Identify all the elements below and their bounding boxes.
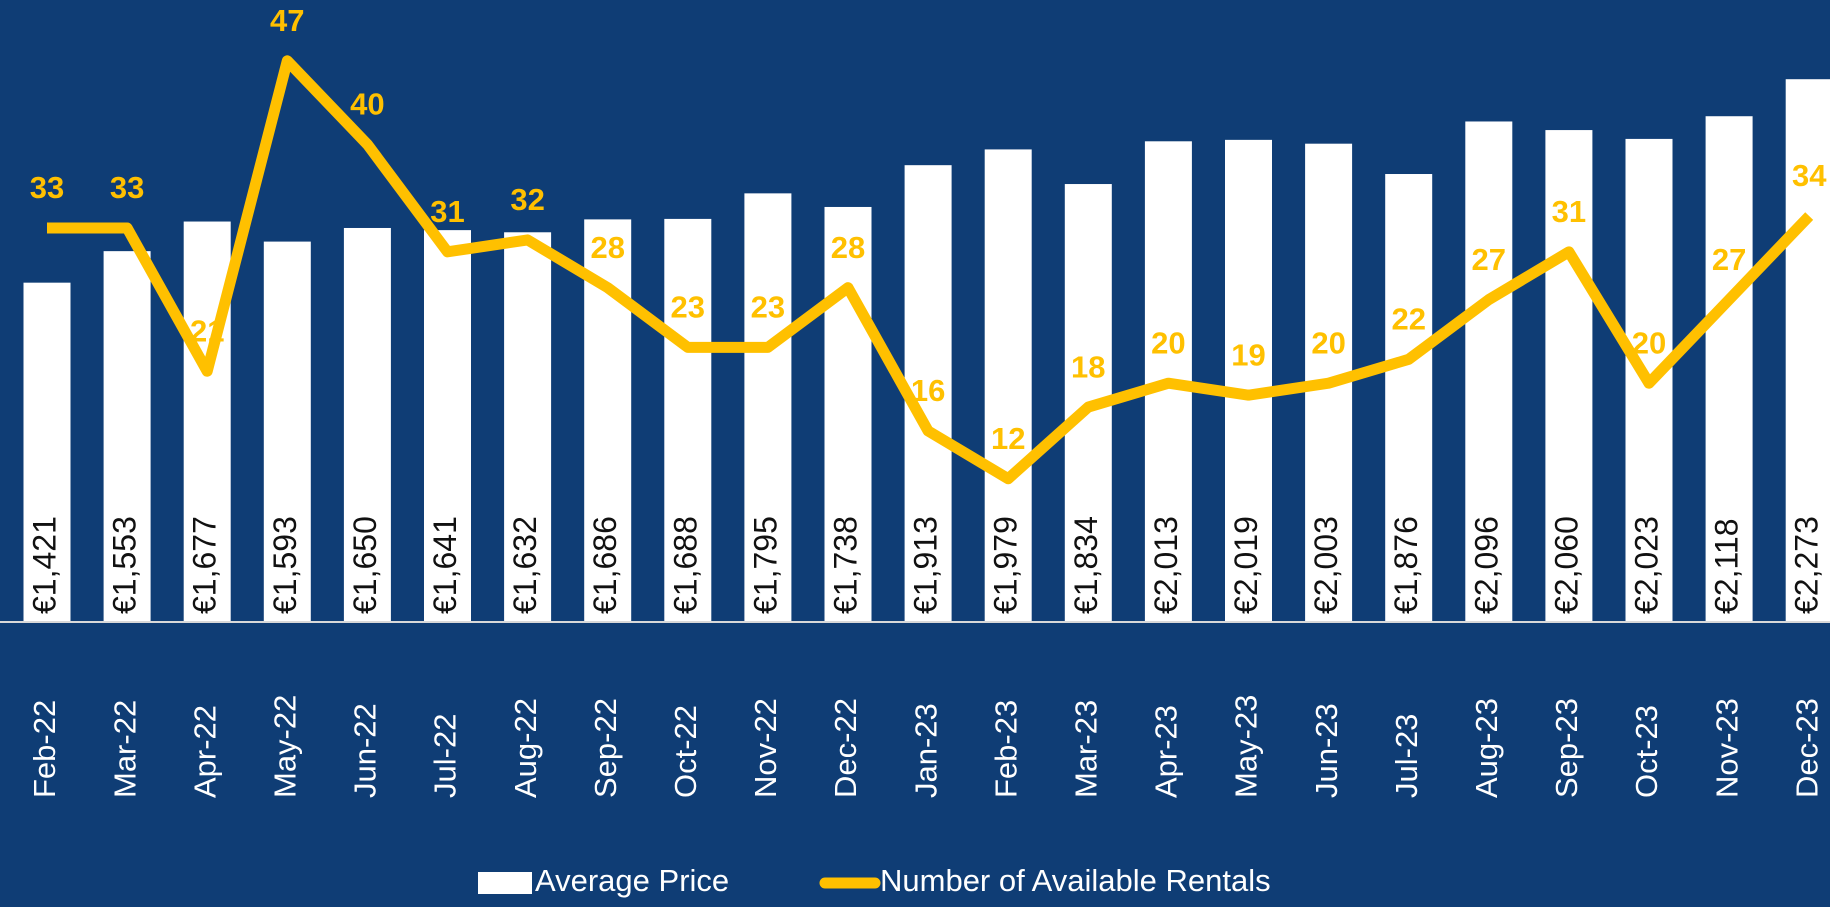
bar (1545, 130, 1593, 622)
x-tick-label: Feb-22 (27, 700, 62, 798)
x-tick-label: Jun-22 (348, 703, 383, 798)
x-tick-label: Apr-23 (1149, 705, 1184, 798)
bar-value-label: €1,834 (1068, 516, 1104, 614)
x-tick-label: Sep-23 (1549, 698, 1584, 798)
line-value-label: 21 (190, 313, 224, 348)
x-tick-label: Nov-22 (748, 698, 783, 798)
x-tick-label: Mar-23 (1068, 700, 1103, 798)
x-tick-label: Mar-22 (107, 700, 142, 798)
x-tick-label: Nov-23 (1709, 698, 1744, 798)
bar-value-label: €1,553 (107, 516, 143, 614)
bar (183, 221, 231, 622)
bar-value-label: €2,023 (1628, 516, 1664, 614)
line-value-label: 20 (1151, 325, 1185, 360)
bar (744, 193, 792, 622)
x-tick-label: Oct-22 (668, 705, 703, 798)
bar (1225, 139, 1272, 622)
line-value-label: 20 (1311, 325, 1345, 360)
bar-value-label: €1,795 (747, 516, 783, 614)
x-tick-label: Dec-22 (828, 698, 863, 798)
bar-value-label: €2,060 (1548, 516, 1584, 614)
line-value-label: 22 (1391, 302, 1425, 337)
bar (664, 218, 712, 623)
bar-value-label: €1,632 (507, 516, 543, 614)
bar-value-label: €1,641 (427, 516, 463, 614)
line-value-label: 18 (1071, 349, 1105, 384)
line-value-label: 27 (1712, 242, 1746, 277)
line-value-label: 27 (1472, 242, 1506, 277)
line-value-label: 28 (590, 230, 624, 265)
x-tick-label: Jun-23 (1309, 703, 1344, 798)
line-value-label: 19 (1231, 337, 1265, 372)
line-value-label: 40 (350, 87, 384, 122)
line-value-label: 33 (30, 170, 64, 205)
line-value-label: 12 (991, 421, 1025, 456)
line-value-label: 23 (671, 290, 705, 325)
bar (424, 230, 471, 622)
line-value-label: 16 (911, 373, 945, 408)
x-tick-label: May-22 (267, 695, 302, 798)
bar (1385, 174, 1433, 622)
rentals-line (47, 55, 1814, 485)
bar-value-label: €2,003 (1308, 516, 1344, 614)
x-tick-label: Dec-23 (1789, 698, 1824, 798)
line-value-label: 33 (110, 170, 144, 205)
bar-value-label: €1,738 (827, 516, 863, 614)
x-tick-label: Jul-22 (428, 714, 463, 798)
line-value-label: 23 (751, 290, 785, 325)
bar-value-label: €1,913 (908, 516, 944, 614)
x-tick-label: Aug-23 (1469, 698, 1504, 798)
x-tick-label: Apr-22 (187, 705, 222, 798)
bar-value-label: €1,677 (187, 516, 223, 614)
bar-value-label: €1,686 (587, 516, 623, 614)
x-tick-label: Aug-22 (508, 698, 543, 798)
legend-label: Average Price (535, 863, 729, 898)
x-tick-label: Jul-23 (1389, 714, 1424, 798)
bar (1785, 79, 1830, 623)
bar-value-label: €1,979 (988, 516, 1024, 614)
bar (824, 206, 872, 622)
legend-label: Number of Available Rentals (880, 863, 1271, 898)
x-tick-label: Jan-23 (908, 703, 943, 798)
bar (23, 282, 71, 622)
bar-value-label: €2,013 (1148, 516, 1184, 614)
bar (984, 149, 1032, 622)
bar (1705, 116, 1753, 622)
bar-value-label: €1,650 (347, 516, 383, 614)
line-value-label: 28 (831, 230, 865, 265)
bar (103, 251, 151, 622)
bar-value-label: €2,019 (1228, 516, 1264, 614)
bar (263, 241, 311, 622)
bar-value-label: €2,273 (1789, 516, 1825, 614)
x-tick-label: May-23 (1229, 695, 1264, 798)
bar-value-label: €2,118 (1709, 519, 1745, 615)
x-tick-label: Oct-23 (1629, 705, 1664, 798)
bar-value-label: €1,688 (667, 516, 703, 614)
bar-value-label: €1,421 (26, 516, 62, 614)
x-tick-label: Sep-22 (588, 698, 623, 798)
line-value-label: 32 (510, 182, 544, 217)
bar-value-label: €1,593 (267, 516, 303, 614)
bar-value-label: €2,096 (1468, 516, 1504, 614)
bar-value-label: €1,876 (1388, 516, 1424, 614)
bar (343, 227, 391, 623)
line-value-label: 20 (1632, 325, 1666, 360)
line-value-label: 47 (270, 3, 304, 38)
line-value-label: 34 (1792, 158, 1827, 193)
line-value-label: 31 (430, 194, 464, 229)
x-tick-label: Feb-23 (988, 700, 1023, 798)
line-value-label: 31 (1552, 194, 1586, 229)
bar (1465, 121, 1513, 623)
bar (504, 232, 552, 623)
legend-swatch (478, 872, 532, 894)
